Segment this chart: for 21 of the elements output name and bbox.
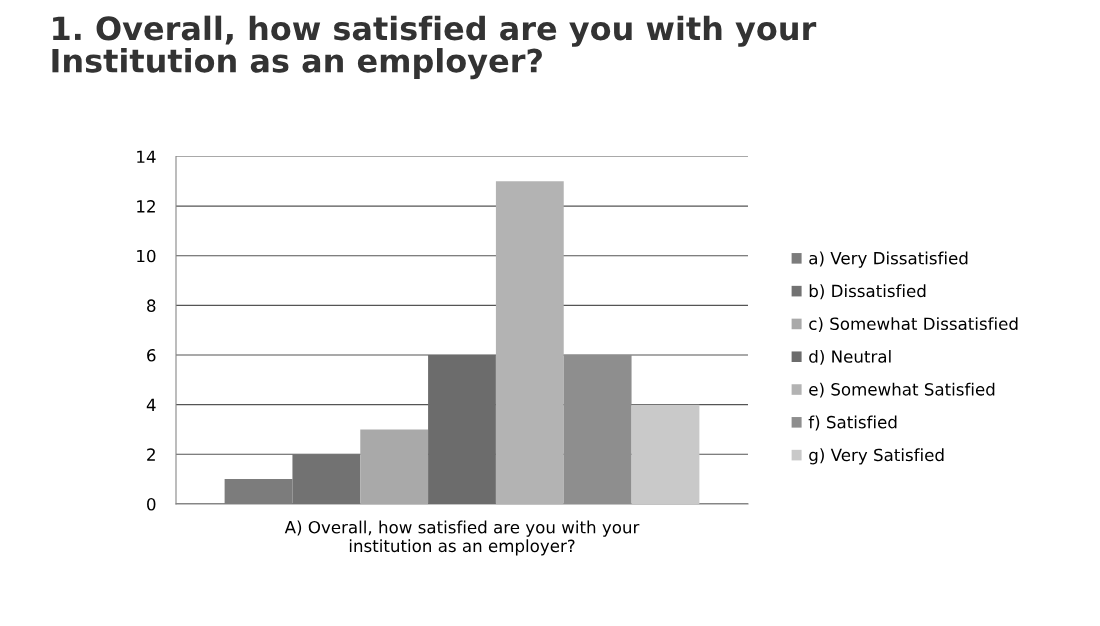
legend-label: a) Very Dissatisfied [809,251,968,268]
legend-label: f) Satisfied [808,415,897,431]
bar [360,429,429,504]
y-tick-label: 6 [147,348,156,362]
legend-label: b) Dissatisfied [809,284,926,300]
bar [428,355,496,504]
y-tick-label: 8 [147,299,156,312]
chart-title: 1. Overall, how satisfied are you with your Institution as an employer? [52,15,817,80]
y-tick-label: 10 [137,249,156,263]
legend-label: d) Neutral [809,349,891,365]
y-tick-label: 0 [147,497,156,511]
bar [495,181,564,504]
legend-label: c) Somewhat Dissatisfied [809,317,1018,333]
x-tick-label: A) Overall, how satisfied are you with your institution as an employer? [284,520,640,556]
legend-label: g) Very Satisfied [809,448,944,465]
legend-label: e) Somewhat Satisfied [809,382,995,398]
y-tick-label: 2 [147,448,155,461]
y-tick-label: 4 [146,398,156,411]
y-tick-label: 12 [137,200,155,213]
y-tick-label: 14 [137,150,156,163]
bar [631,404,700,504]
